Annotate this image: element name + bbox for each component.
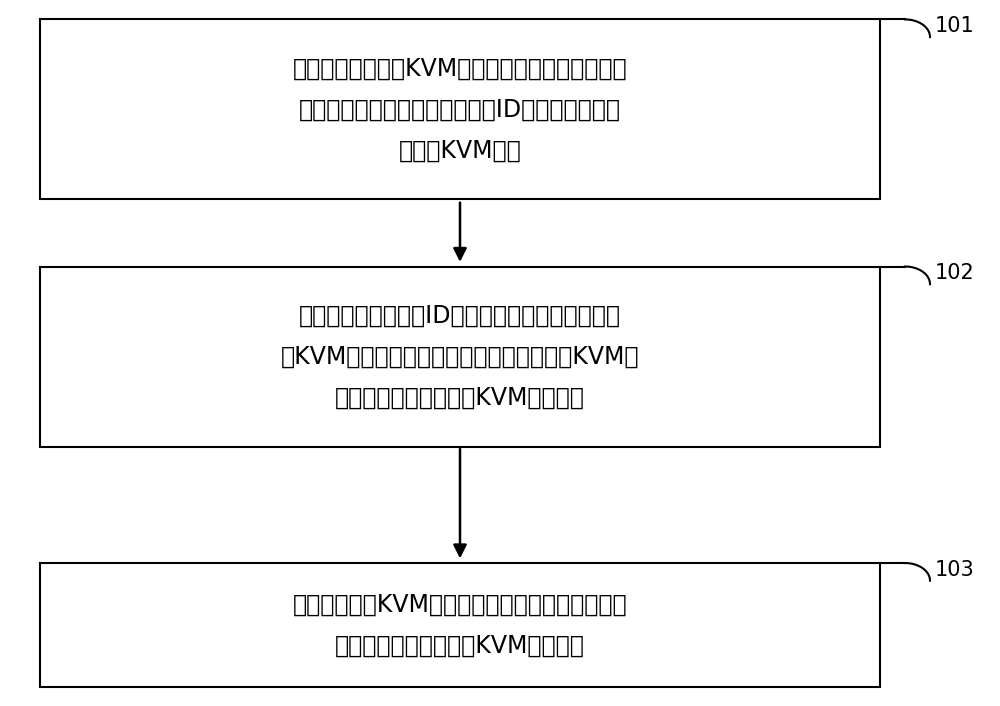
Text: 拟KVM映射地址，并将所述被访设备的虚拟KVM地: 拟KVM映射地址，并将所述被访设备的虚拟KVM地 bbox=[281, 345, 639, 369]
Text: 述被访设备之间的虚拟KVM会话连接: 述被访设备之间的虚拟KVM会话连接 bbox=[335, 633, 585, 657]
Bar bbox=[40, 19, 880, 199]
Text: 103: 103 bbox=[935, 559, 975, 580]
Bar bbox=[40, 563, 880, 686]
Text: 根据所述虚拟KVM映射地址，建立所述用户端与所: 根据所述虚拟KVM映射地址，建立所述用户端与所 bbox=[293, 592, 627, 616]
Bar bbox=[40, 266, 880, 447]
Text: 102: 102 bbox=[935, 263, 975, 283]
Text: 101: 101 bbox=[935, 16, 975, 36]
Text: 根据所述被访设备的ID信息获取所述被访设备的虚: 根据所述被访设备的ID信息获取所述被访设备的虚 bbox=[299, 304, 621, 328]
Text: 址解析替换为所述虚拟KVM映射地址: 址解析替换为所述虚拟KVM映射地址 bbox=[335, 385, 585, 409]
Text: 的虚拟KVM地址: 的虚拟KVM地址 bbox=[399, 138, 521, 162]
Text: 问请求中携带所述有被访设备的ID信息及被访设备: 问请求中携带所述有被访设备的ID信息及被访设备 bbox=[299, 97, 621, 121]
Text: 获取用户端发送的KVM远程访问请求，所述远程访: 获取用户端发送的KVM远程访问请求，所述远程访 bbox=[293, 56, 627, 80]
